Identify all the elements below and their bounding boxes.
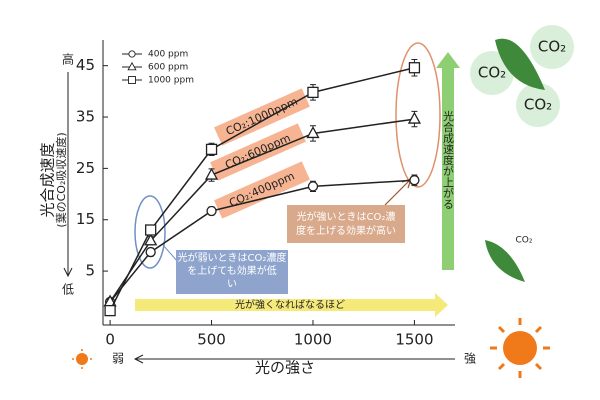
marker	[407, 111, 422, 124]
x-arrow-text: 光が強くなればなるほど	[235, 298, 345, 311]
y-tick-label: 25	[76, 159, 95, 177]
leaf-label: CO₂	[478, 64, 506, 82]
leaf-label: CO₂	[538, 38, 566, 56]
marker	[205, 143, 218, 156]
y-arrow-text: 光合成速度が上がる	[442, 109, 455, 209]
marker	[307, 181, 319, 192]
note-line: を上げても効果が低	[187, 264, 277, 277]
marker	[145, 246, 156, 258]
x-label: 光の強さ	[255, 359, 315, 377]
leaf-label: CO₂	[516, 236, 533, 246]
y-low: 低	[62, 283, 74, 297]
marker	[204, 167, 219, 180]
marker	[409, 175, 420, 186]
legend-label: 600 ppm	[148, 63, 188, 73]
marker	[306, 126, 320, 139]
x-tick-label: 0	[105, 331, 115, 349]
marker	[307, 86, 319, 99]
x-low: 弱	[112, 352, 124, 366]
marker	[206, 205, 217, 217]
legend-marker	[127, 61, 137, 71]
legend-marker	[128, 50, 136, 58]
y-tick-label: 35	[76, 108, 95, 126]
x-tick-label: 1500	[395, 331, 433, 349]
y-label: 光合成速度	[39, 142, 57, 217]
legend-symbol	[128, 76, 136, 84]
marker	[145, 224, 157, 236]
legend-label: 1000 ppm	[148, 76, 194, 86]
y-tick-label: 15	[76, 210, 95, 228]
legend-marker	[128, 76, 136, 84]
legend-symbol	[128, 50, 136, 58]
note-line: い	[227, 279, 237, 290]
decor	[63, 25, 574, 378]
marker	[144, 233, 158, 246]
legend-label: 400 ppm	[148, 50, 188, 60]
legend-symbol	[127, 61, 137, 71]
leaf-label: CO₂	[524, 96, 552, 114]
marker	[104, 304, 116, 317]
marker	[408, 62, 421, 74]
x-tick-label: 500	[197, 331, 226, 349]
y-sublabel: (葉のCO₂吸収速度)	[54, 132, 68, 227]
note-line: 光が強いときはCO₂濃	[297, 210, 396, 223]
y-high: 高	[62, 52, 74, 67]
y-tick-label: 45	[76, 56, 95, 74]
note-line: 光が弱いときはCO₂濃度	[178, 251, 287, 264]
x-tick-label: 1000	[294, 331, 332, 349]
label-box	[214, 88, 310, 146]
x-high: 強	[464, 352, 476, 366]
y-tick-label: 5	[85, 262, 95, 280]
note-line: 度を上げる効果が高い	[296, 224, 396, 237]
